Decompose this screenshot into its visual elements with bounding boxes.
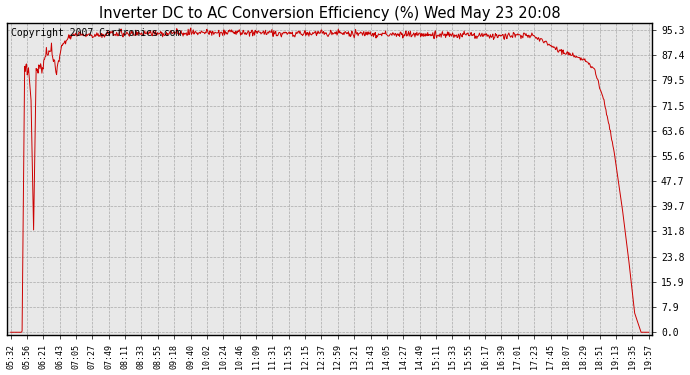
Title: Inverter DC to AC Conversion Efficiency (%) Wed May 23 20:08: Inverter DC to AC Conversion Efficiency … — [99, 6, 560, 21]
Text: Copyright 2007 Cartronics.com: Copyright 2007 Cartronics.com — [10, 28, 181, 38]
